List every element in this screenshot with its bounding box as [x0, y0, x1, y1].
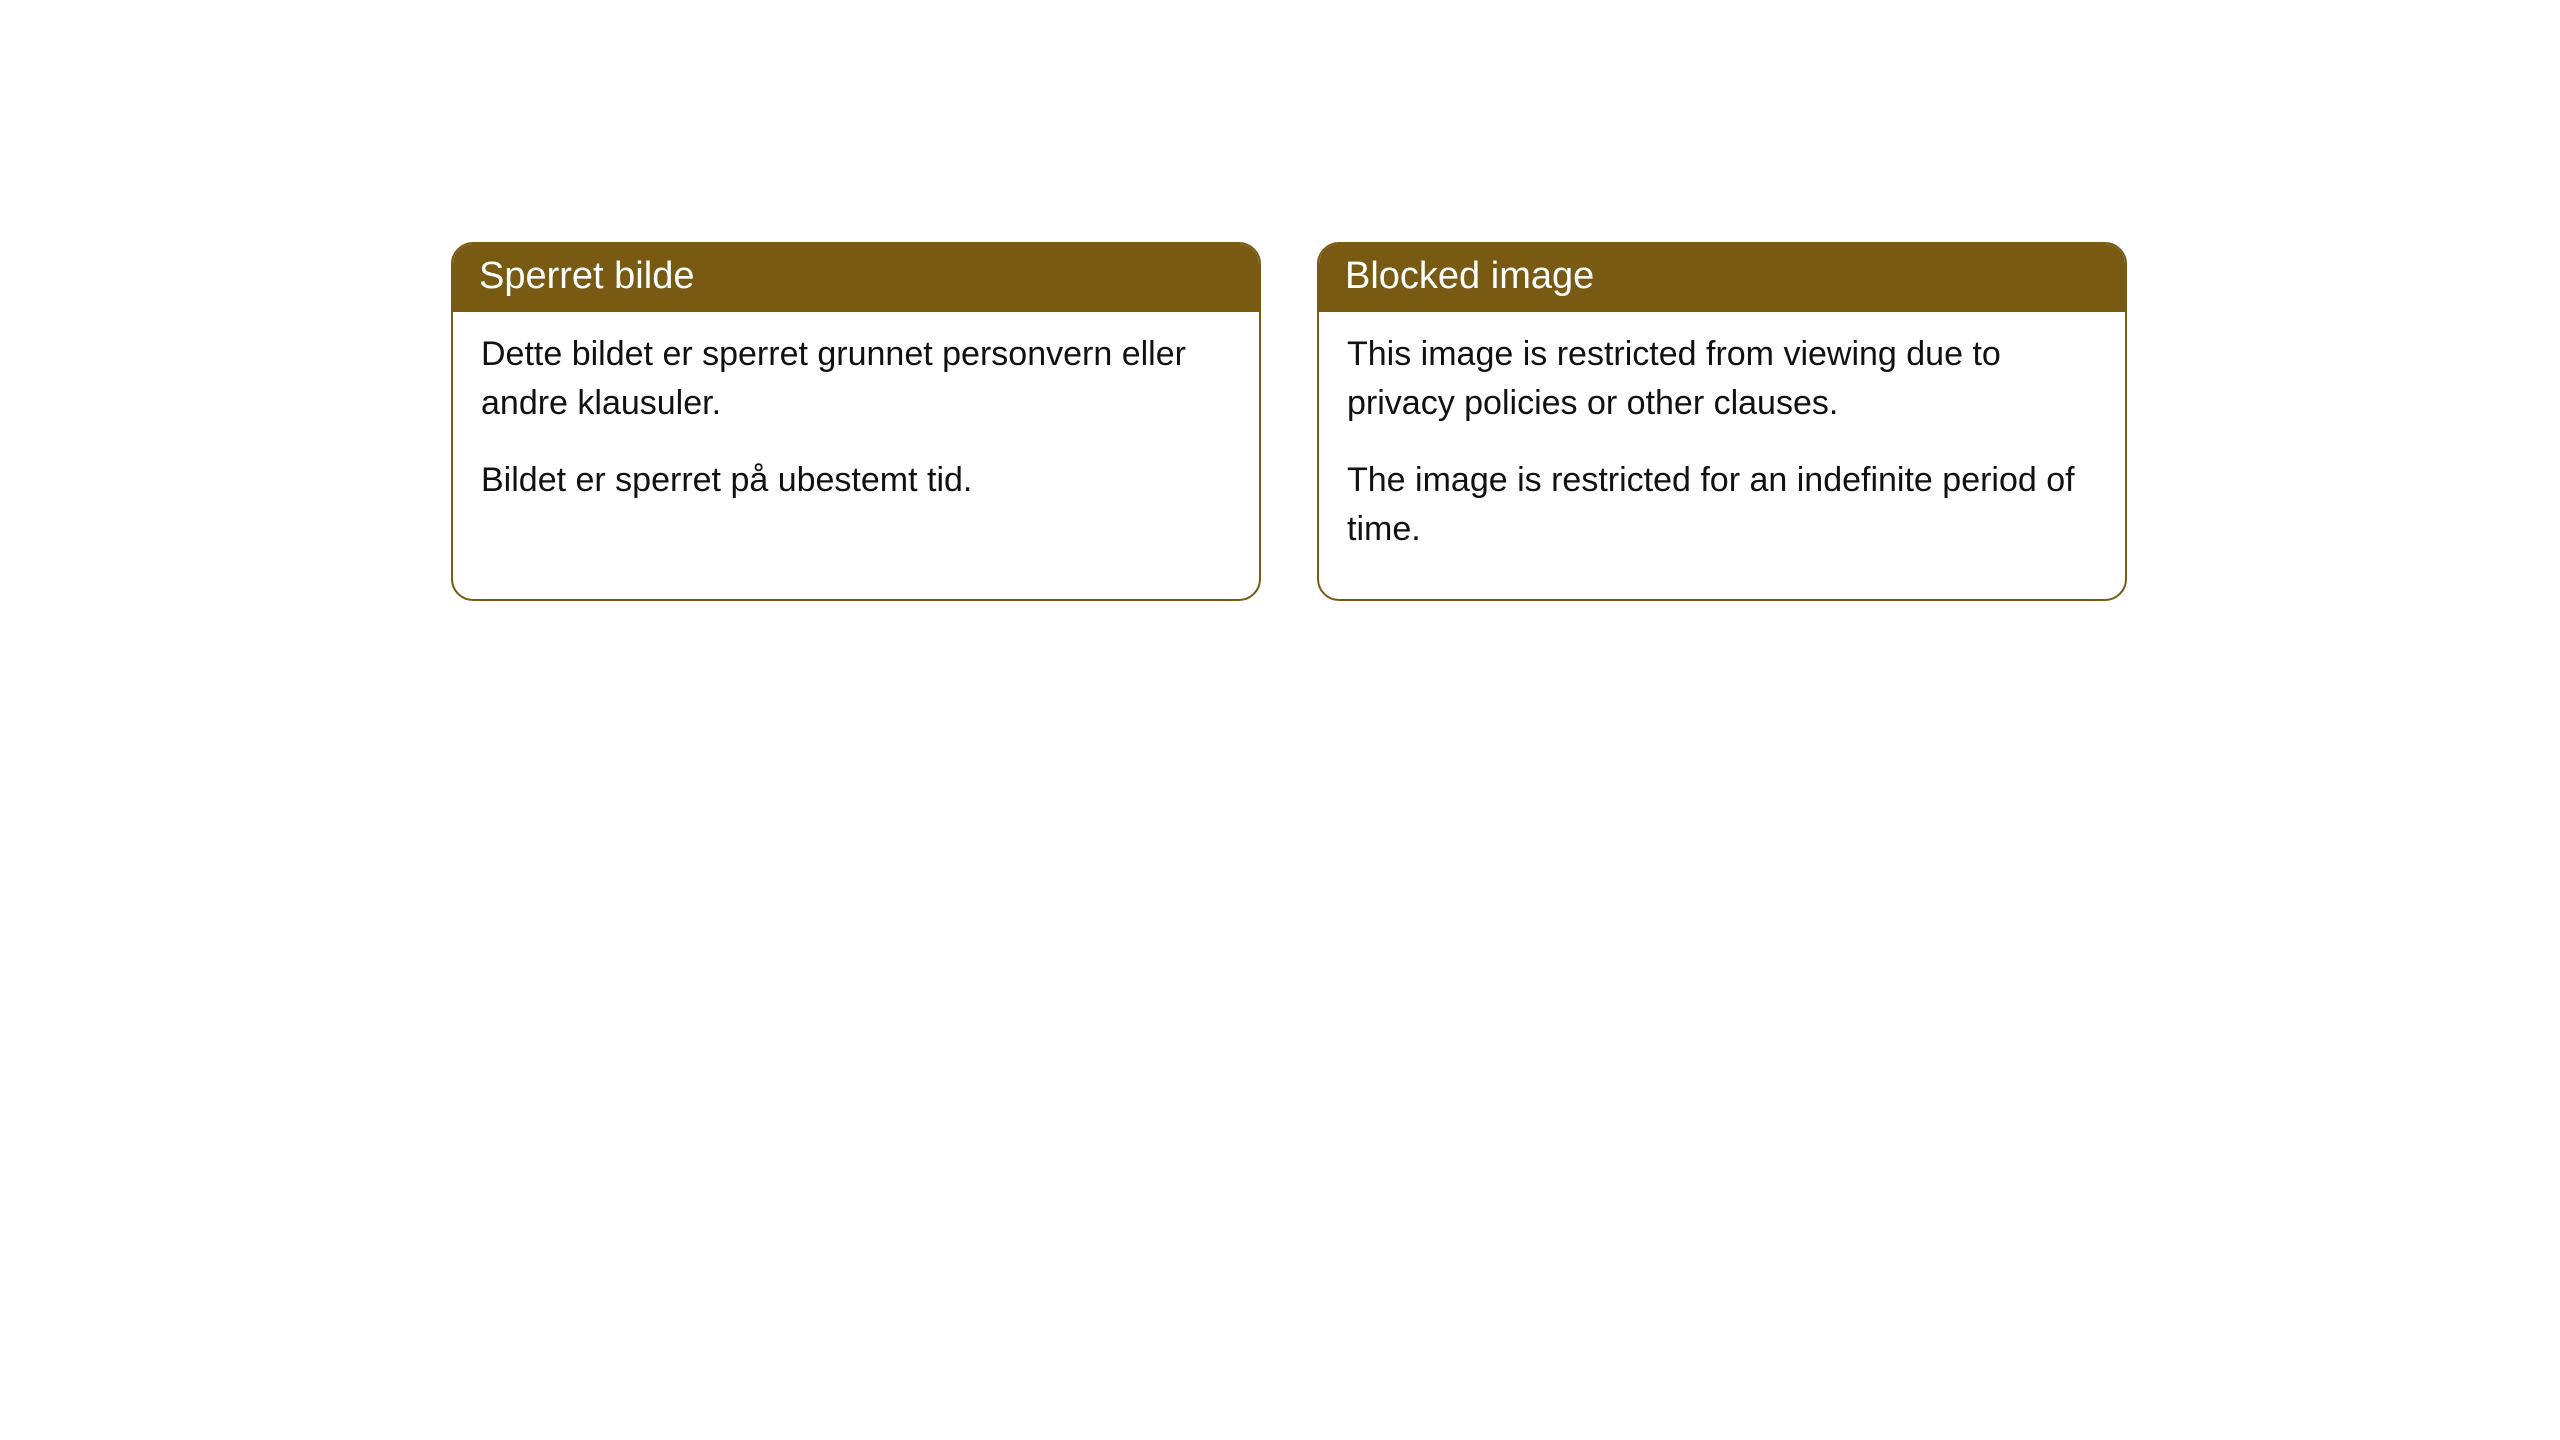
notice-card-norwegian: Sperret bilde Dette bildet er sperret gr… — [451, 242, 1261, 601]
card-paragraph: Bildet er sperret på ubestemt tid. — [481, 456, 1231, 505]
card-paragraph: Dette bildet er sperret grunnet personve… — [481, 330, 1231, 429]
card-paragraph: The image is restricted for an indefinit… — [1347, 456, 2097, 555]
card-header: Sperret bilde — [453, 244, 1259, 312]
notice-cards-container: Sperret bilde Dette bildet er sperret gr… — [451, 242, 2127, 601]
card-body: Dette bildet er sperret grunnet personve… — [453, 312, 1259, 550]
card-paragraph: This image is restricted from viewing du… — [1347, 330, 2097, 429]
notice-card-english: Blocked image This image is restricted f… — [1317, 242, 2127, 601]
card-body: This image is restricted from viewing du… — [1319, 312, 2125, 599]
card-header: Blocked image — [1319, 244, 2125, 312]
